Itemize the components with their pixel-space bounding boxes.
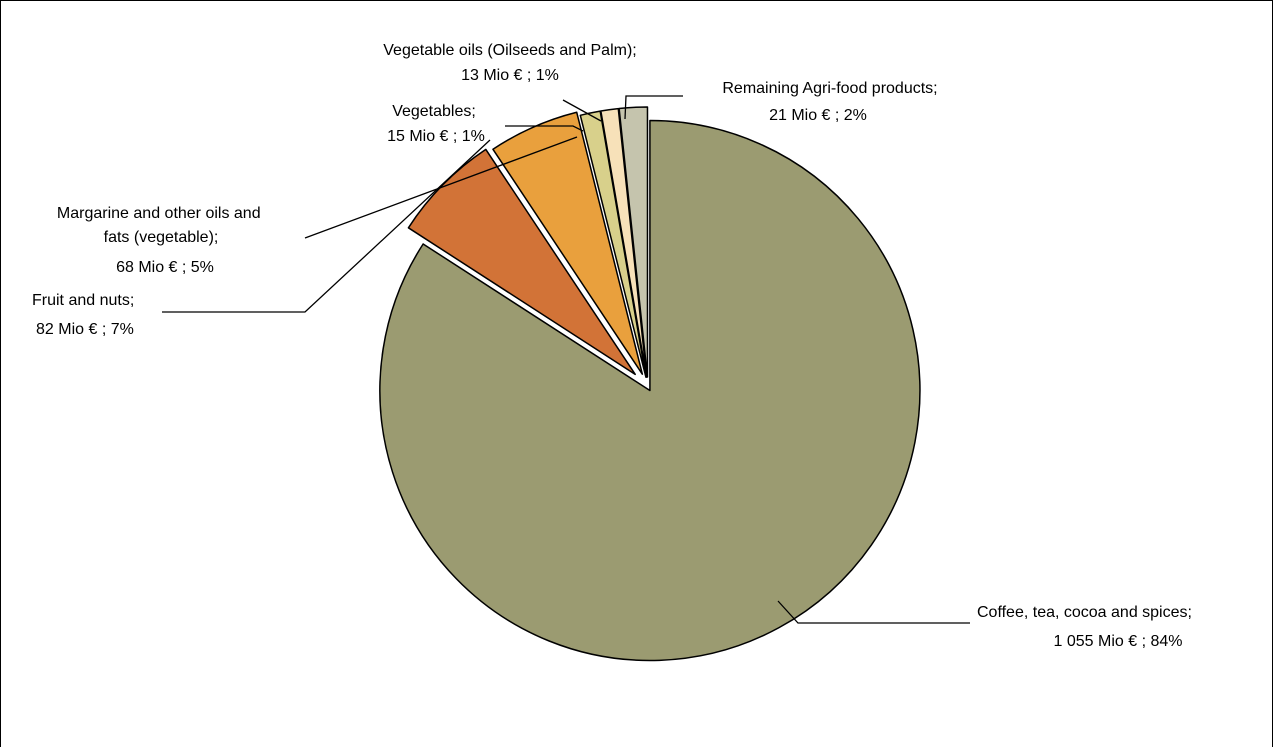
slice-label-vegetables: Vegetables;: [392, 103, 476, 120]
slices-layer: [379, 106, 921, 662]
leader-line-remaining: [624, 95, 683, 120]
slice-value-vegetables: 15 Mio € ; 1%: [387, 128, 485, 145]
leader-line-vegetables: [505, 125, 584, 132]
labels-layer: Coffee, tea, cocoa and spices; 1 055 Mio…: [32, 42, 1192, 650]
leader-line-coffee: [777, 600, 970, 624]
slice-label-margarine-line2: fats (vegetable);: [104, 229, 219, 246]
leader-line-fruit: [162, 139, 491, 313]
slice-value-fruit: 82 Mio € ; 7%: [36, 321, 134, 338]
leader-line-vegetable-oils: [562, 99, 602, 122]
leader-lines: [162, 95, 970, 624]
slice-label-margarine-line1: Margarine and other oils and: [57, 205, 261, 222]
slice-label-fruit: Fruit and nuts;: [32, 292, 134, 309]
slice-value-remaining: 21 Mio € ; 2%: [769, 107, 867, 124]
slice-value-margarine: 68 Mio € ; 5%: [116, 259, 214, 276]
slice-label-margarine: Margarine and other oils and fats (veget…: [57, 205, 265, 246]
slice-label-coffee: Coffee, tea, cocoa and spices;: [977, 604, 1192, 621]
slice-value-vegetable-oils: 13 Mio € ; 1%: [461, 67, 559, 84]
slice-label-remaining: Remaining Agri-food products;: [722, 80, 937, 97]
pie-slice-margarine: [492, 111, 644, 375]
leader-line-margarine: [304, 136, 578, 239]
pie-slice-remaining: [618, 106, 649, 378]
pie-slice-vegetable-oils: [600, 107, 648, 378]
slice-label-vegetable-oils: Vegetable oils (Oilseeds and Palm);: [383, 42, 636, 59]
pie-slice-coffee: [379, 119, 921, 662]
slice-value-coffee: 1 055 Mio € ; 84%: [1054, 633, 1183, 650]
pie-slice-fruit: [407, 148, 636, 376]
